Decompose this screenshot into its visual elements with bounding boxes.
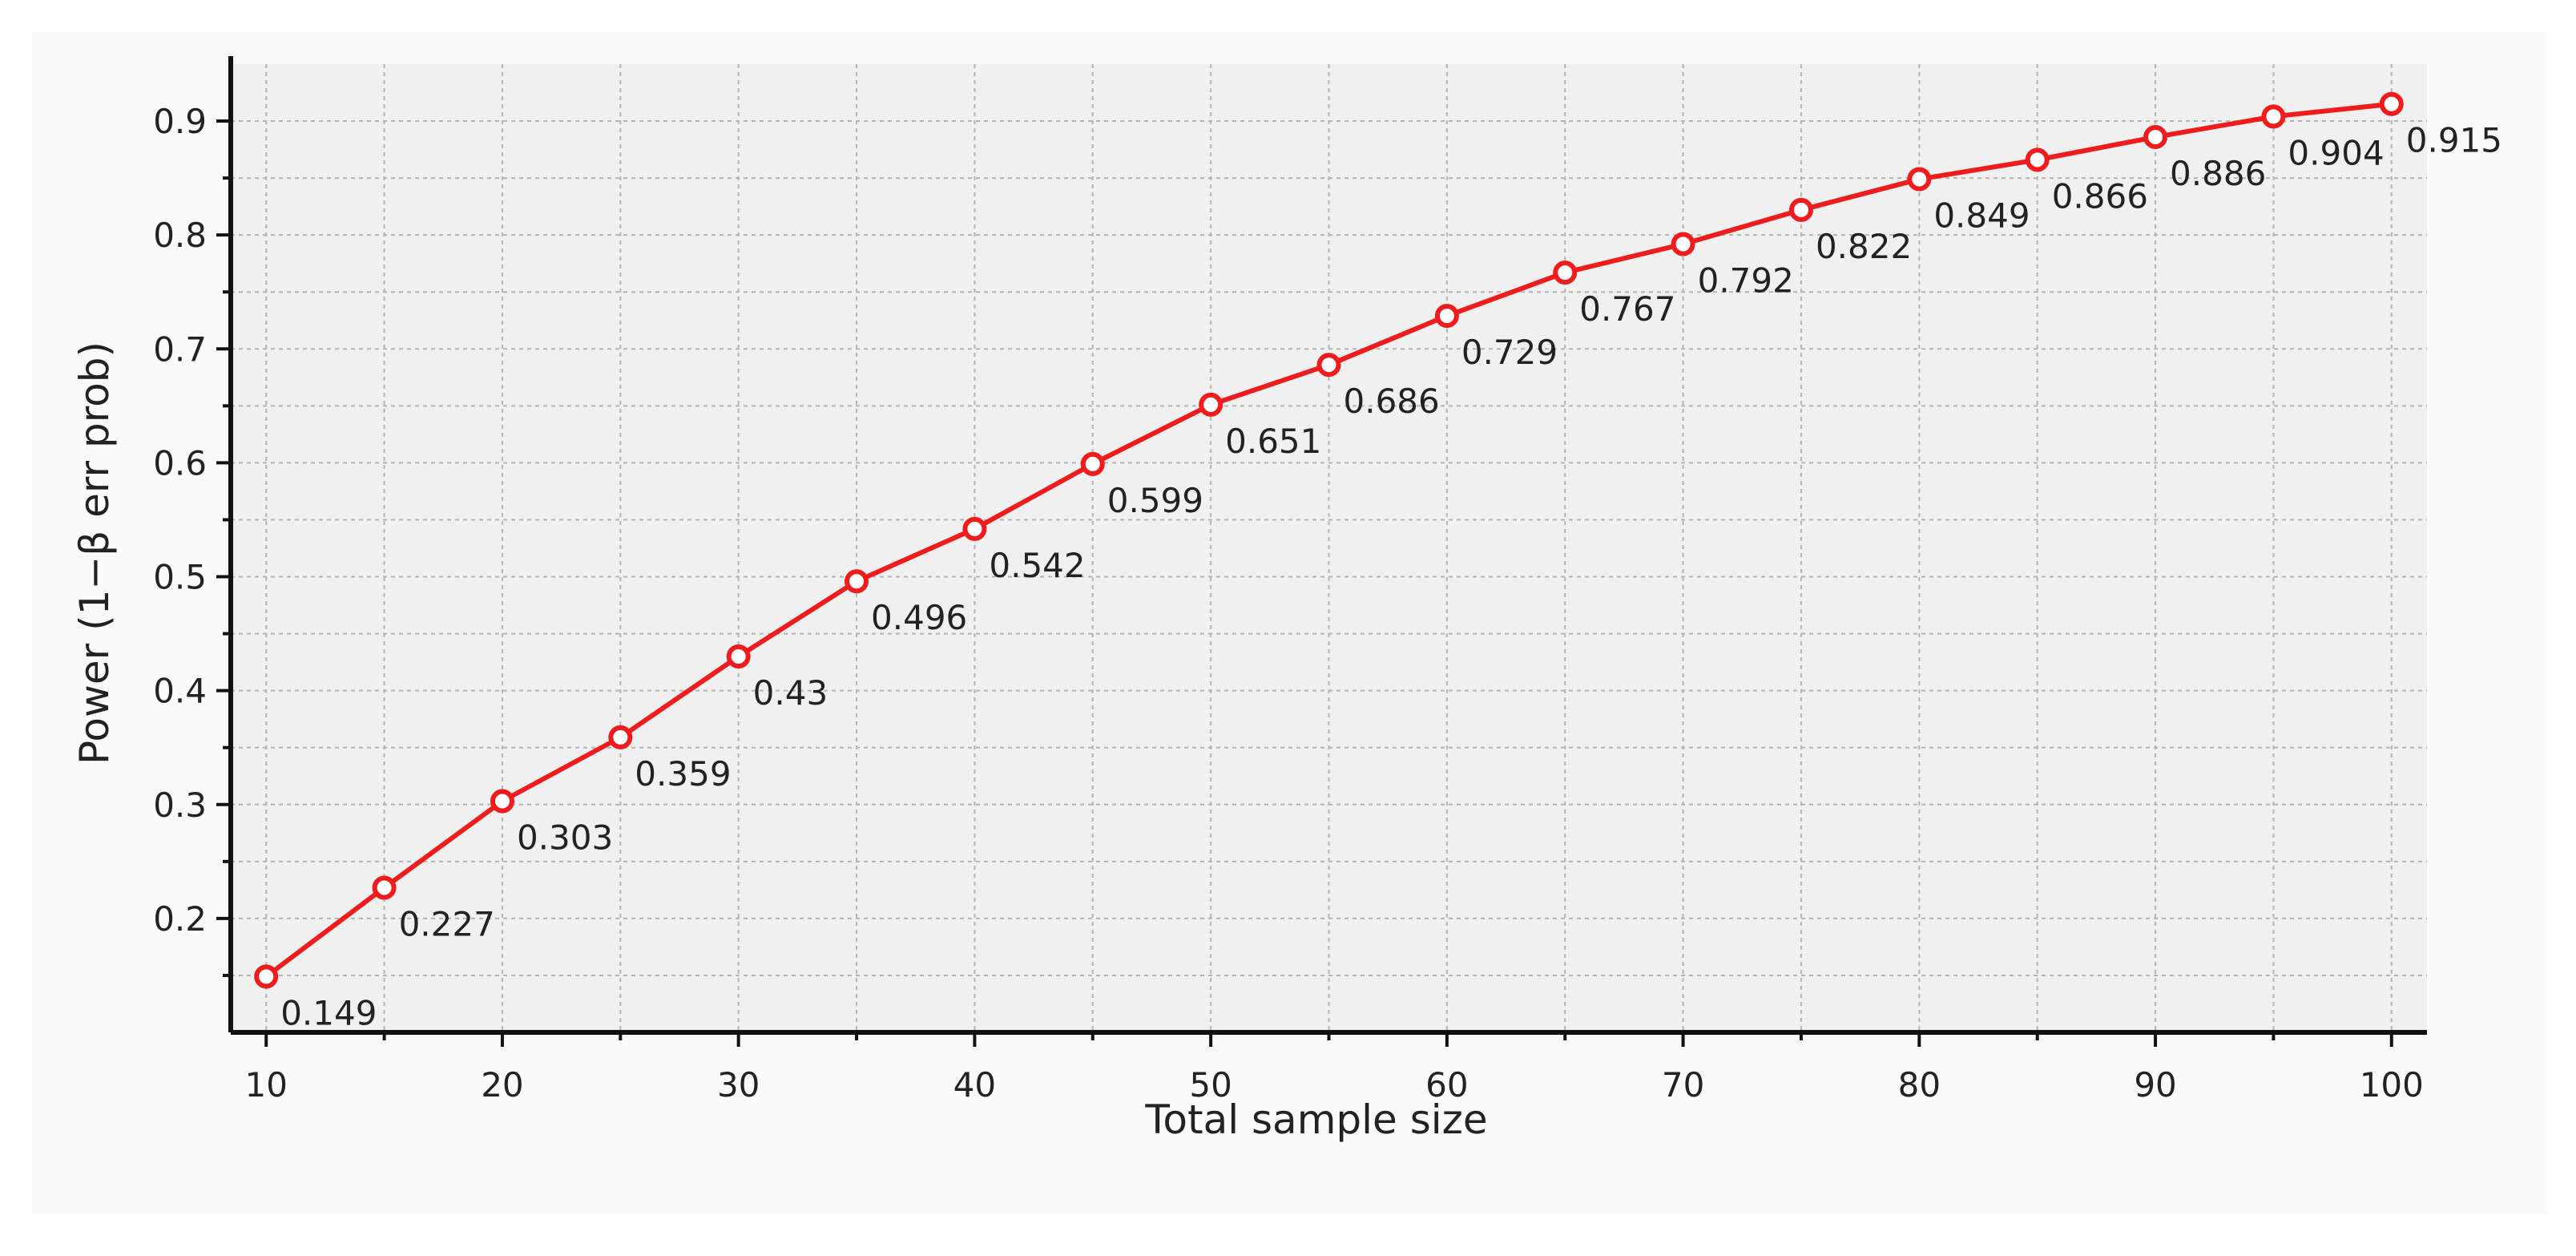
data-label: 0.822 xyxy=(1816,227,1912,266)
y-tick-label: 0.8 xyxy=(153,216,207,255)
data-point xyxy=(1788,197,1813,222)
data-point xyxy=(608,725,633,749)
data-label: 0.792 xyxy=(1698,261,1794,301)
y-tick-label: 0.5 xyxy=(153,558,207,597)
series-line-layer xyxy=(254,91,2404,989)
x-tick-label: 60 xyxy=(1425,1065,1468,1105)
x-tick-label: 10 xyxy=(244,1065,287,1105)
data-point xyxy=(2261,104,2286,129)
data-label: 0.849 xyxy=(1933,196,2030,236)
data-label: 0.729 xyxy=(1461,333,1558,372)
data-label: 0.904 xyxy=(2288,133,2384,172)
chart-frame: 10 20 30 40 50 60 70 80 90 100 0.2 0.3 0.4 0.5 0.6 0.7 0… xyxy=(32,32,2548,1214)
data-label: 0.149 xyxy=(280,993,377,1032)
grid-lines xyxy=(231,64,2427,1032)
data-label: 0.359 xyxy=(635,754,731,794)
x-tick-label: 70 xyxy=(1662,1065,1704,1105)
data-label: 0.43 xyxy=(753,673,828,713)
data-point xyxy=(726,644,751,669)
data-label: 0.651 xyxy=(1225,422,1321,461)
y-tick-label: 0.7 xyxy=(153,329,207,369)
data-labels: 0.149 0.227 0.303 0.359 0.43 0.496 0.542 0.599 0… xyxy=(280,121,2502,1033)
data-point xyxy=(254,964,279,989)
power-chart: 10 20 30 40 50 60 70 80 90 100 0.2 0.3 0.4 0.5 0.6 0.7 0… xyxy=(71,56,2502,1143)
y-tick-label: 0.9 xyxy=(153,102,207,141)
y-tick-label: 0.4 xyxy=(153,672,207,711)
data-label: 0.767 xyxy=(1579,289,1675,329)
data-label: 0.599 xyxy=(1107,481,1203,520)
data-label: 0.686 xyxy=(1344,382,1440,421)
data-point xyxy=(490,789,514,814)
tick-labels: 10 20 30 40 50 60 70 80 90 100 0.2 0.3 0.4 0.5 0.6 0.7 0… xyxy=(153,102,2424,1105)
data-point xyxy=(845,569,869,594)
x-tick-label: 20 xyxy=(481,1065,523,1105)
data-label: 0.866 xyxy=(2052,176,2148,216)
data-label: 0.542 xyxy=(989,546,1085,585)
data-point xyxy=(2143,124,2168,149)
data-label: 0.886 xyxy=(2170,154,2266,193)
data-point xyxy=(1907,167,1932,192)
data-point xyxy=(1671,232,1695,256)
data-label: 0.303 xyxy=(517,818,613,858)
data-point xyxy=(2379,91,2404,116)
data-point xyxy=(1316,353,1341,378)
data-point xyxy=(1434,304,1459,329)
y-tick-label: 0.6 xyxy=(153,443,207,483)
data-point xyxy=(2025,147,2050,172)
data-label: 0.915 xyxy=(2406,121,2502,160)
x-tick-label: 90 xyxy=(2134,1065,2176,1105)
data-point xyxy=(1080,451,1105,476)
data-label: 0.496 xyxy=(871,598,967,637)
x-tick-label: 30 xyxy=(717,1065,760,1105)
x-tick-label: 40 xyxy=(953,1065,996,1105)
data-label: 0.227 xyxy=(399,905,495,944)
x-axis-title: Total sample size xyxy=(1144,1096,1487,1143)
y-tick-label: 0.2 xyxy=(153,899,207,939)
data-point xyxy=(1199,392,1223,417)
data-point xyxy=(372,875,397,900)
x-tick-label: 100 xyxy=(2360,1065,2424,1105)
y-tick-label: 0.3 xyxy=(153,786,207,825)
data-point xyxy=(962,516,987,541)
data-point xyxy=(1553,260,1578,285)
y-axis-title: Power (1−β err prob) xyxy=(71,341,118,765)
x-tick-label: 80 xyxy=(1898,1065,1941,1105)
x-tick-label: 50 xyxy=(1189,1065,1232,1105)
axes xyxy=(216,56,2427,1047)
